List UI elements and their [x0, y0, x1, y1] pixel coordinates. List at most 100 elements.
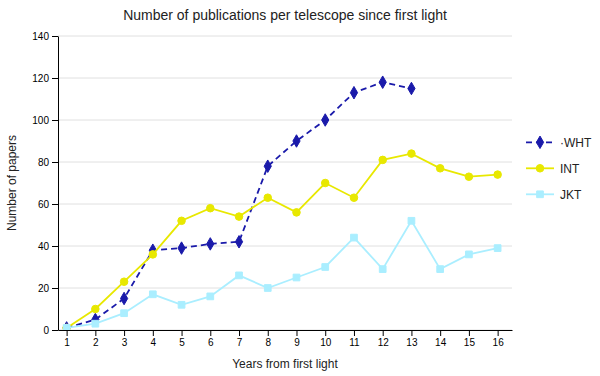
x-axis-tick-mark	[124, 330, 125, 336]
y-axis-tick-mark	[52, 162, 58, 163]
series-point	[351, 234, 358, 241]
x-axis-tick-mark	[182, 330, 183, 336]
y-axis-tick: 20	[38, 283, 58, 294]
legend-swatch-marker	[536, 165, 544, 173]
x-axis-tick-label: 12	[378, 337, 390, 348]
series-point	[436, 165, 444, 173]
series-point	[149, 291, 156, 298]
series-point	[293, 135, 300, 147]
series-point	[465, 173, 473, 181]
y-axis-line	[58, 37, 59, 331]
series-point	[379, 266, 386, 273]
x-axis-tick-label: 2	[93, 337, 99, 348]
grid-line	[58, 330, 512, 331]
x-axis-line	[59, 330, 513, 331]
x-axis-tick: 9	[294, 330, 300, 348]
x-axis-tick: 12	[378, 330, 390, 348]
grid-line	[58, 288, 512, 289]
y-axis-tick-mark	[52, 330, 58, 331]
series-point	[63, 324, 71, 330]
grid-line	[58, 162, 512, 163]
legend-item: JKT	[526, 188, 582, 202]
y-axis-tick-label: 60	[38, 199, 50, 210]
y-axis-tick-label: 0	[43, 325, 49, 336]
x-axis-tick-mark	[153, 330, 154, 336]
x-axis-tick: 5	[179, 330, 185, 348]
series-point	[466, 251, 473, 258]
series-point	[321, 179, 329, 187]
legend-swatch-marker	[537, 191, 544, 198]
legend-label: ·WHT	[560, 136, 592, 150]
x-axis-tick-label: 8	[265, 337, 271, 348]
series-point	[408, 217, 415, 224]
series-point	[408, 82, 415, 94]
plot-root: 1234567891011121314151602040608010012014…	[32, 31, 512, 348]
grid	[58, 36, 512, 330]
y-axis-tick-label: 20	[38, 283, 50, 294]
title: Number of publications per telescope sin…	[123, 7, 447, 23]
x-axis-tick-label: 4	[151, 337, 157, 348]
grid-line	[58, 36, 512, 37]
y-axis-tick-label: 140	[32, 31, 49, 42]
grid-line	[58, 246, 512, 247]
series-point	[379, 76, 386, 88]
x-axis-tick: 13	[406, 330, 418, 348]
x-axis-tick: 15	[464, 330, 476, 348]
series-point	[494, 171, 502, 179]
x-axis-tick-label: 6	[208, 337, 214, 348]
series-line	[67, 221, 498, 328]
x-axis-title: Years from first light	[232, 357, 338, 371]
legend-item: ·WHT	[526, 136, 592, 150]
series-point	[149, 251, 157, 259]
x-axis-tick: 1	[64, 330, 70, 348]
x-axis-tick-label: 11	[349, 337, 360, 348]
x-axis-tick: 3	[122, 330, 128, 348]
y-axis-tick: 120	[32, 73, 58, 84]
x-axis-tick-label: 10	[320, 337, 332, 348]
series-point	[92, 320, 99, 327]
x-axis-tick-label: 7	[237, 337, 243, 348]
series-point	[235, 213, 243, 221]
series-point	[120, 278, 128, 286]
x-axis-tick-label: 3	[122, 337, 128, 348]
x-axis-tick-label: 14	[435, 337, 447, 348]
y-axis-tick-mark	[52, 36, 58, 37]
x-axis-tick: 11	[349, 330, 360, 348]
x-axis-tick: 16	[493, 330, 505, 348]
series	[63, 217, 501, 330]
series-point	[207, 238, 214, 250]
series-line	[67, 82, 412, 328]
y-axis-tick: 60	[38, 199, 58, 210]
y-axis-tick-mark	[52, 120, 58, 121]
x-axis-tick-mark	[469, 330, 470, 336]
grid-line	[58, 78, 512, 79]
y-axis-tick-label: 40	[38, 241, 50, 252]
x-axis-tick-label: 15	[464, 337, 476, 348]
series-point	[178, 242, 185, 254]
x-axis-tick-mark	[498, 330, 499, 336]
series-point	[178, 301, 185, 308]
x-axis-tick-mark	[67, 330, 68, 336]
x-axis-tick-mark	[239, 330, 240, 336]
y-axis-tick-mark	[52, 78, 58, 79]
grid-line	[58, 120, 512, 121]
x-axis-tick-mark	[440, 330, 441, 336]
y-axis-tick-label: 80	[38, 157, 50, 168]
series-point	[207, 293, 214, 300]
series-point	[92, 305, 100, 313]
x-axis: 12345678910111213141516	[59, 330, 513, 348]
y-axis-tick-label: 120	[32, 73, 49, 84]
x-axis-tick-label: 13	[406, 337, 418, 348]
series-point	[264, 194, 272, 202]
x-axis-tick-label: 5	[179, 337, 185, 348]
x-axis-tick-mark	[325, 330, 326, 336]
y-axis-tick-mark	[52, 246, 58, 247]
legend: ·WHTINTJKT	[526, 136, 592, 202]
x-axis-tick: 6	[208, 330, 214, 348]
grid-line	[58, 204, 512, 205]
x-axis-tick-mark	[95, 330, 96, 336]
x-axis-tick: 7	[237, 330, 243, 348]
legend-label: JKT	[560, 188, 582, 202]
chart-container: 1234567891011121314151602040608010012014…	[0, 0, 600, 376]
series-point	[379, 156, 387, 164]
